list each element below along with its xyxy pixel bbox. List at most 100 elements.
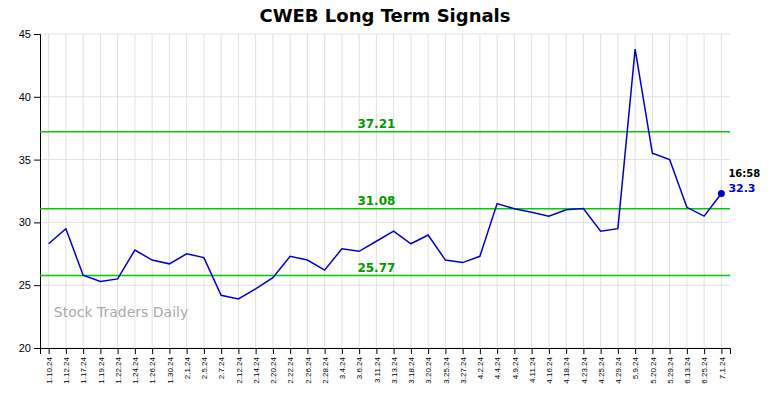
y-grid-line — [40, 222, 730, 223]
x-grid-line — [514, 34, 515, 348]
x-tick-mark — [238, 348, 239, 354]
x-grid-line — [169, 34, 170, 348]
x-tick: 3.13.24 — [390, 348, 399, 384]
y-tick: 30 — [19, 216, 40, 228]
x-grid-line — [669, 34, 670, 348]
x-tick: 1.30.24 — [166, 348, 175, 384]
x-grid-line — [203, 34, 204, 348]
x-grid-line — [635, 34, 636, 348]
x-tick-label: 2.1.24 — [183, 356, 192, 379]
y-grid-line — [40, 285, 730, 286]
x-grid-line — [617, 34, 618, 348]
reference-line — [40, 275, 730, 277]
y-tick: 45 — [19, 28, 40, 40]
x-axis-line — [41, 349, 731, 355]
x-tick-label: 3.6.24 — [355, 356, 364, 379]
x-tick-mark — [204, 348, 205, 354]
x-tick-label: 1.12.24 — [62, 356, 71, 383]
x-tick-mark — [445, 348, 446, 354]
x-tick-label: 2.22.24 — [286, 356, 295, 383]
x-tick: 1.12.24 — [62, 348, 71, 384]
x-tick-label: 4.11.24 — [528, 356, 537, 383]
x-tick: 2.12.24 — [235, 348, 244, 384]
endpoint-value: 32.3 — [728, 182, 755, 195]
x-tick: 5.29.24 — [666, 348, 675, 384]
x-tick: 2.20.24 — [269, 348, 278, 384]
x-grid-line — [531, 34, 532, 348]
x-grid-line — [410, 34, 411, 348]
x-grid-line — [686, 34, 687, 348]
x-tick-mark — [221, 348, 222, 354]
x-tick-label: 3.27.24 — [459, 356, 468, 383]
x-tick: 1.10.24 — [45, 348, 54, 384]
x-grid-line — [583, 34, 584, 348]
x-grid-line — [290, 34, 291, 348]
x-grid-line — [428, 34, 429, 348]
x-tick-label: 5.9.24 — [631, 356, 640, 379]
x-tick-mark — [532, 348, 533, 354]
annotations: 37.2131.0825.7716:5832.3Stock Traders Da… — [54, 117, 760, 320]
x-tick-mark — [359, 348, 360, 354]
x-tick-mark — [290, 348, 291, 354]
x-grid-line — [48, 34, 49, 348]
reference-label: 37.21 — [357, 117, 395, 131]
x-axis: 1.10.241.12.241.17.241.19.241.22.241.24.… — [41, 348, 731, 384]
x-tick-label: 4.9.24 — [511, 356, 520, 379]
x-grid-line — [134, 34, 135, 348]
x-grid-line — [152, 34, 153, 348]
grid — [40, 34, 730, 348]
x-tick-label: 7.1.24 — [718, 356, 727, 379]
x-grid-line — [117, 34, 118, 348]
reference-line — [40, 208, 730, 210]
x-tick: 2.22.24 — [286, 348, 295, 384]
x-grid-line — [652, 34, 653, 348]
x-tick-mark — [49, 348, 50, 354]
x-tick-mark — [342, 348, 343, 354]
y-grid-line — [40, 34, 730, 35]
x-tick-label: 4.16.24 — [545, 356, 554, 383]
x-grid-line — [341, 34, 342, 348]
x-tick-mark — [635, 348, 636, 354]
y-tick-label: 20 — [19, 342, 31, 354]
x-tick-mark — [376, 348, 377, 354]
x-tick-mark — [704, 348, 705, 354]
y-grid-line — [40, 96, 730, 97]
x-tick-label: 2.28.24 — [321, 356, 330, 383]
x-tick-label: 4.18.24 — [562, 356, 571, 383]
x-grid-line — [497, 34, 498, 348]
title: CWEB Long Term Signals — [259, 5, 510, 26]
x-grid-line — [445, 34, 446, 348]
x-tick-label: 3.18.24 — [407, 356, 416, 383]
x-tick-mark — [566, 348, 567, 354]
x-grid-line — [221, 34, 222, 348]
x-tick-mark — [601, 348, 602, 354]
x-tick: 1.22.24 — [114, 348, 123, 384]
x-tick: 2.26.24 — [304, 348, 313, 384]
x-tick: 4.16.24 — [545, 348, 554, 384]
x-tick-label: 4.29.24 — [614, 356, 623, 383]
x-tick-label: 2.14.24 — [252, 356, 261, 383]
x-grid-line — [600, 34, 601, 348]
x-tick: 3.25.24 — [442, 348, 451, 384]
x-tick: 3.27.24 — [459, 348, 468, 384]
x-grid-line — [255, 34, 256, 348]
x-tick-label: 2.26.24 — [304, 356, 313, 383]
y-axis: 202530354045 — [19, 28, 41, 354]
x-tick-mark — [273, 348, 274, 354]
x-tick-mark — [256, 348, 257, 354]
x-grid-line — [393, 34, 394, 348]
x-tick: 4.23.24 — [580, 348, 589, 384]
x-tick: 7.1.24 — [718, 348, 727, 379]
y-tick-label: 25 — [19, 279, 31, 291]
y-tick-mark — [34, 34, 40, 35]
y-tick-label: 45 — [19, 28, 31, 40]
x-grid-line — [238, 34, 239, 348]
x-tick-mark — [118, 348, 119, 354]
x-tick-label: 5.29.24 — [666, 356, 675, 383]
x-tick-mark — [83, 348, 84, 354]
x-tick-mark — [549, 348, 550, 354]
x-tick-mark — [169, 348, 170, 354]
x-tick-label: 1.10.24 — [45, 356, 54, 383]
x-tick-label: 2.20.24 — [269, 356, 278, 383]
x-tick-mark — [670, 348, 671, 354]
